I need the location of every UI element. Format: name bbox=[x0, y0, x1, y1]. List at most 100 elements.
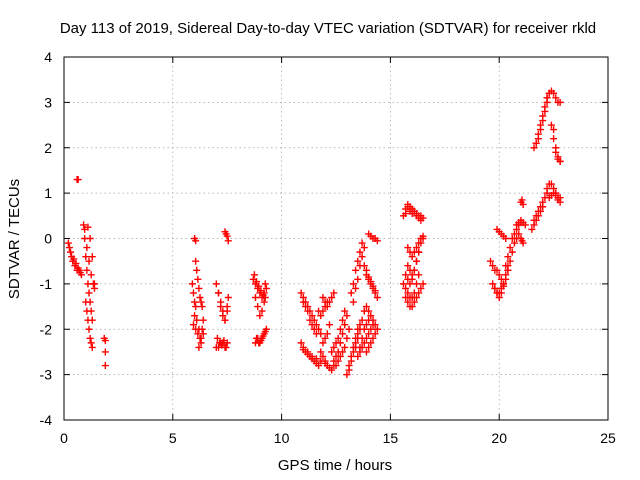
data-point bbox=[189, 289, 197, 297]
data-point bbox=[508, 248, 516, 256]
data-point bbox=[213, 334, 221, 342]
data-point bbox=[539, 203, 547, 211]
data-point bbox=[415, 271, 423, 279]
data-point bbox=[518, 196, 526, 204]
series-arc-30b bbox=[402, 200, 425, 224]
data-point bbox=[343, 334, 351, 342]
data-point bbox=[504, 266, 512, 274]
series-arc-17 bbox=[317, 348, 338, 374]
data-point bbox=[217, 303, 225, 311]
data-point bbox=[552, 191, 560, 199]
data-point bbox=[192, 237, 200, 245]
data-point bbox=[261, 293, 269, 301]
data-point bbox=[373, 325, 381, 333]
series-arc-11 bbox=[221, 228, 232, 245]
series-arc-26b bbox=[362, 266, 379, 295]
data-point bbox=[369, 316, 377, 324]
data-point bbox=[543, 94, 551, 102]
data-point bbox=[257, 337, 265, 345]
data-point bbox=[365, 307, 373, 315]
data-point bbox=[90, 280, 98, 288]
data-point bbox=[334, 334, 342, 342]
data-point bbox=[519, 200, 527, 208]
data-point bbox=[339, 330, 347, 338]
data-point bbox=[198, 303, 206, 311]
y-tick-label: 1 bbox=[44, 185, 52, 201]
data-point bbox=[308, 312, 316, 320]
series-arc-2 bbox=[73, 176, 82, 184]
data-point bbox=[212, 280, 220, 288]
data-point bbox=[502, 235, 510, 242]
data-point bbox=[358, 343, 366, 351]
data-point bbox=[341, 343, 349, 351]
data-point bbox=[537, 207, 545, 215]
data-point bbox=[510, 239, 518, 247]
data-point bbox=[65, 244, 73, 252]
series-arc-29 bbox=[362, 330, 379, 356]
data-point bbox=[88, 343, 96, 351]
data-point bbox=[404, 244, 412, 252]
data-point bbox=[312, 321, 320, 329]
data-point bbox=[221, 316, 229, 324]
data-point bbox=[196, 293, 204, 301]
data-point bbox=[87, 339, 95, 347]
data-point bbox=[308, 352, 316, 360]
data-point bbox=[72, 259, 80, 267]
data-point bbox=[197, 339, 205, 347]
y-tick-label: 2 bbox=[44, 140, 52, 156]
series-arc-31b bbox=[402, 248, 423, 288]
data-point bbox=[367, 312, 375, 320]
data-point bbox=[404, 289, 412, 297]
data-point bbox=[556, 98, 564, 106]
series-arc-23 bbox=[347, 239, 366, 297]
data-point bbox=[417, 284, 425, 292]
data-point bbox=[192, 303, 200, 311]
data-point bbox=[402, 293, 410, 301]
data-point bbox=[552, 94, 560, 102]
series-arc-43b bbox=[550, 135, 564, 165]
x-tick-label: 25 bbox=[600, 430, 616, 446]
data-point bbox=[419, 232, 427, 240]
y-tick-labels: -4 -3 -2 -1 0 1 2 3 4 bbox=[40, 49, 53, 428]
data-point bbox=[493, 266, 501, 274]
data-point bbox=[336, 339, 344, 347]
data-point bbox=[347, 352, 355, 360]
data-point bbox=[532, 216, 540, 224]
data-point bbox=[502, 262, 510, 270]
data-point bbox=[556, 198, 564, 206]
data-point bbox=[315, 362, 323, 370]
data-point bbox=[70, 255, 78, 263]
data-point bbox=[341, 321, 349, 329]
data-point bbox=[199, 316, 207, 324]
data-point bbox=[258, 307, 266, 315]
data-point bbox=[74, 176, 82, 184]
series-arc-6 bbox=[191, 235, 200, 245]
series-arc-9 bbox=[212, 280, 231, 324]
series-arc-18 bbox=[312, 321, 333, 347]
data-point bbox=[415, 289, 423, 297]
data-point bbox=[299, 346, 307, 354]
series-arc-7 bbox=[192, 257, 206, 311]
data-point bbox=[321, 357, 329, 365]
data-point bbox=[491, 284, 499, 292]
data-point bbox=[188, 280, 196, 288]
data-point bbox=[261, 328, 269, 336]
series-arc-15b bbox=[299, 298, 320, 338]
series-arc-34 bbox=[486, 257, 508, 288]
data-point bbox=[362, 348, 370, 356]
data-point bbox=[323, 298, 331, 306]
data-point bbox=[356, 348, 364, 356]
data-point bbox=[223, 232, 231, 240]
x-tick-label: 10 bbox=[274, 430, 290, 446]
data-point bbox=[354, 352, 362, 360]
series-arc-37 bbox=[493, 225, 510, 242]
data-point bbox=[506, 257, 514, 265]
data-point bbox=[257, 287, 265, 295]
data-point bbox=[259, 332, 267, 340]
data-point bbox=[550, 135, 558, 143]
series-arc-32 bbox=[399, 271, 423, 301]
data-point bbox=[354, 275, 362, 283]
data-point bbox=[299, 298, 307, 306]
data-point bbox=[369, 282, 377, 290]
data-point bbox=[319, 352, 327, 360]
